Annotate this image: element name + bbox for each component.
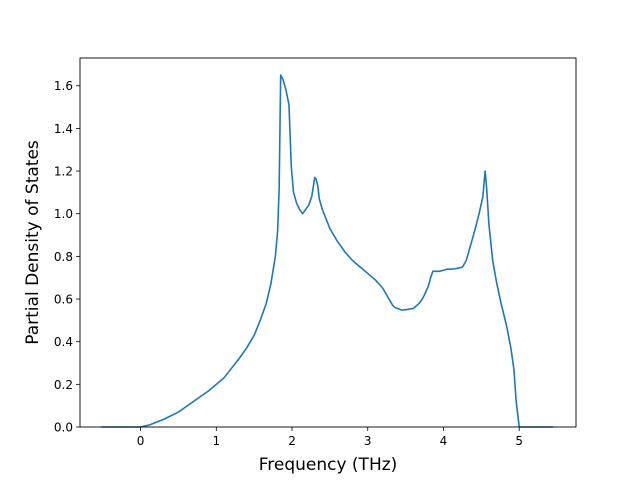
- x-tick-label: 4: [440, 434, 448, 448]
- x-axis-ticks: 0 1 2 3 4 5: [137, 427, 523, 448]
- y-tick-label: 0.0: [54, 421, 73, 435]
- y-tick-label: 0.6: [54, 293, 73, 307]
- y-tick-label: 0.2: [54, 378, 73, 392]
- x-tick-label: 3: [364, 434, 372, 448]
- x-tick-label: 5: [515, 434, 523, 448]
- y-tick-label: 1.4: [54, 122, 73, 136]
- x-tick-label: 2: [288, 434, 296, 448]
- y-tick-label: 0.8: [54, 250, 73, 264]
- plot-frame: [79, 57, 577, 428]
- series-line: [101, 74, 554, 428]
- y-tick-label: 1.2: [54, 165, 73, 179]
- x-tick-label: 0: [137, 434, 145, 448]
- y-axis-ticks: 0.0 0.2 0.4 0.6 0.8 1.0 1.2 1.4 1.6: [54, 79, 80, 435]
- x-tick-label: 1: [212, 434, 220, 448]
- plot-area: [80, 58, 576, 427]
- y-tick-label: 0.4: [54, 335, 73, 349]
- y-tick-label: 1.0: [54, 207, 73, 221]
- x-axis-title: Frequency (THz): [259, 455, 398, 475]
- y-axis-title: Partial Density of States: [23, 140, 43, 345]
- y-tick-label: 1.6: [54, 79, 73, 93]
